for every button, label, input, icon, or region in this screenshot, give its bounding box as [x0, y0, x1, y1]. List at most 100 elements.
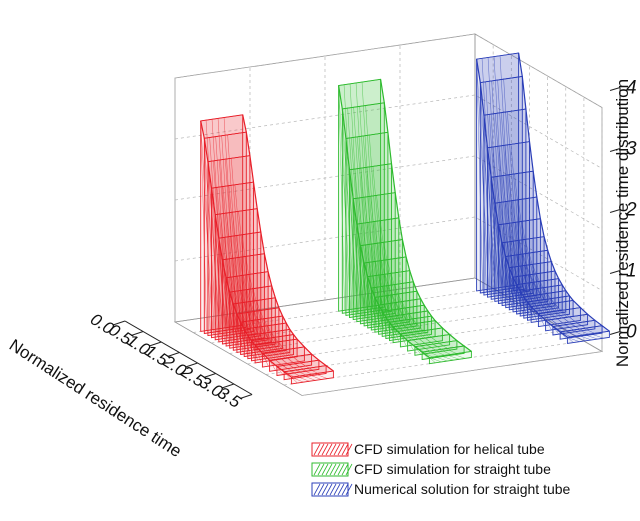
hatch-line	[510, 144, 524, 292]
hatch-line	[507, 241, 521, 304]
hatch-line	[349, 169, 356, 317]
hatch-line	[229, 292, 242, 347]
hatch-line	[377, 243, 391, 320]
top-panel	[479, 76, 527, 116]
hatch-line	[342, 108, 349, 313]
hatch-line	[385, 317, 393, 338]
z-tick-mark	[609, 270, 621, 274]
hatch-line	[543, 312, 557, 325]
hatch-line	[302, 375, 316, 381]
hatch-line	[434, 356, 448, 362]
hatch-line	[274, 359, 288, 369]
hatch-line	[423, 330, 437, 342]
hatch-line	[498, 224, 505, 303]
hatch-line	[274, 337, 288, 356]
hatch-line	[446, 354, 460, 360]
hatch-line	[367, 222, 382, 319]
hatch-line	[379, 220, 394, 317]
x-gridline-floor	[301, 351, 603, 396]
hatch-line	[509, 267, 516, 309]
series-ribbon	[200, 114, 335, 385]
hatch-line	[236, 313, 250, 351]
hatch-line	[387, 310, 401, 334]
hatch-line	[476, 59, 489, 290]
hatch-line	[369, 262, 383, 324]
hatch-line	[505, 201, 520, 298]
z-tick-mark	[609, 148, 621, 152]
hatch-line	[543, 287, 557, 311]
hatch-line	[241, 234, 256, 337]
series-ribbon	[338, 78, 473, 365]
x-tick-mark	[221, 383, 235, 389]
legend-swatch	[311, 482, 353, 497]
hatch-line	[233, 303, 246, 349]
hatch-line	[363, 263, 371, 326]
series-layer	[200, 52, 611, 385]
hatch-line	[387, 259, 401, 321]
hatch-line	[257, 319, 271, 351]
hatch-line	[261, 326, 275, 353]
hatch-line	[555, 311, 569, 323]
z-axis-label: Normalized residence time distribution	[613, 79, 632, 367]
hatch-line	[291, 376, 304, 383]
hatch-line	[243, 275, 257, 342]
hatch-line	[365, 244, 379, 322]
x-tick-mark	[185, 362, 198, 368]
hatch-line	[558, 325, 571, 333]
hatch-line	[501, 242, 515, 304]
hatch-line	[386, 295, 400, 329]
hatch-line	[246, 289, 260, 344]
hatch-line	[511, 200, 526, 298]
hatch-line	[204, 138, 211, 333]
hatch-line	[269, 360, 276, 371]
legend-label: Numerical solution for straight tube	[354, 481, 571, 497]
hatch-line	[262, 352, 269, 367]
hatch-line	[286, 357, 300, 368]
hatch-line	[524, 275, 538, 309]
hatch-line	[426, 344, 439, 352]
hatch-line	[220, 213, 234, 338]
x-tick-mark	[203, 373, 216, 378]
hatch-line	[228, 185, 242, 334]
hatch-line	[494, 203, 508, 300]
hatch-line	[234, 291, 248, 346]
hatch-line	[367, 276, 374, 328]
hatch-line	[314, 373, 328, 379]
legend-label: CFD simulation for helical tube	[354, 441, 545, 457]
hatch-line	[517, 199, 532, 297]
hatch-line	[381, 311, 389, 336]
hatch-line	[487, 147, 494, 297]
hatch-line	[338, 85, 345, 311]
hatch-line	[412, 339, 426, 349]
hatch-line	[251, 320, 265, 352]
hatch-line	[392, 294, 406, 328]
hatch-line	[411, 332, 425, 344]
hatch-line	[227, 258, 241, 342]
hatch-line	[381, 260, 395, 322]
hatch-line	[412, 318, 426, 336]
hatch-line	[509, 223, 523, 301]
hatch-line	[399, 308, 413, 333]
z-tick-mark	[609, 209, 621, 213]
hatch-line	[292, 356, 306, 367]
hatch-line	[267, 352, 281, 365]
hatch-line	[514, 173, 528, 295]
hatch-line	[393, 309, 407, 333]
hatch-line	[378, 304, 385, 334]
x-axis-line	[124, 320, 253, 395]
legend-label: CFD simulation for straight tube	[354, 461, 551, 477]
hatch-line	[492, 146, 506, 295]
hatch-line	[256, 339, 270, 359]
hatch-line	[424, 337, 438, 347]
hatch-line	[231, 276, 245, 344]
hatch-line	[490, 177, 498, 299]
hatch-line	[519, 291, 527, 316]
hatch-line	[251, 340, 258, 360]
hatch-line	[550, 319, 564, 329]
hatch-line	[530, 306, 538, 322]
hatch-line	[267, 325, 281, 352]
z-tick-label: 0	[626, 322, 637, 343]
hatch-line	[207, 161, 215, 335]
hatch-line	[515, 222, 529, 300]
hatch-line	[239, 257, 253, 340]
